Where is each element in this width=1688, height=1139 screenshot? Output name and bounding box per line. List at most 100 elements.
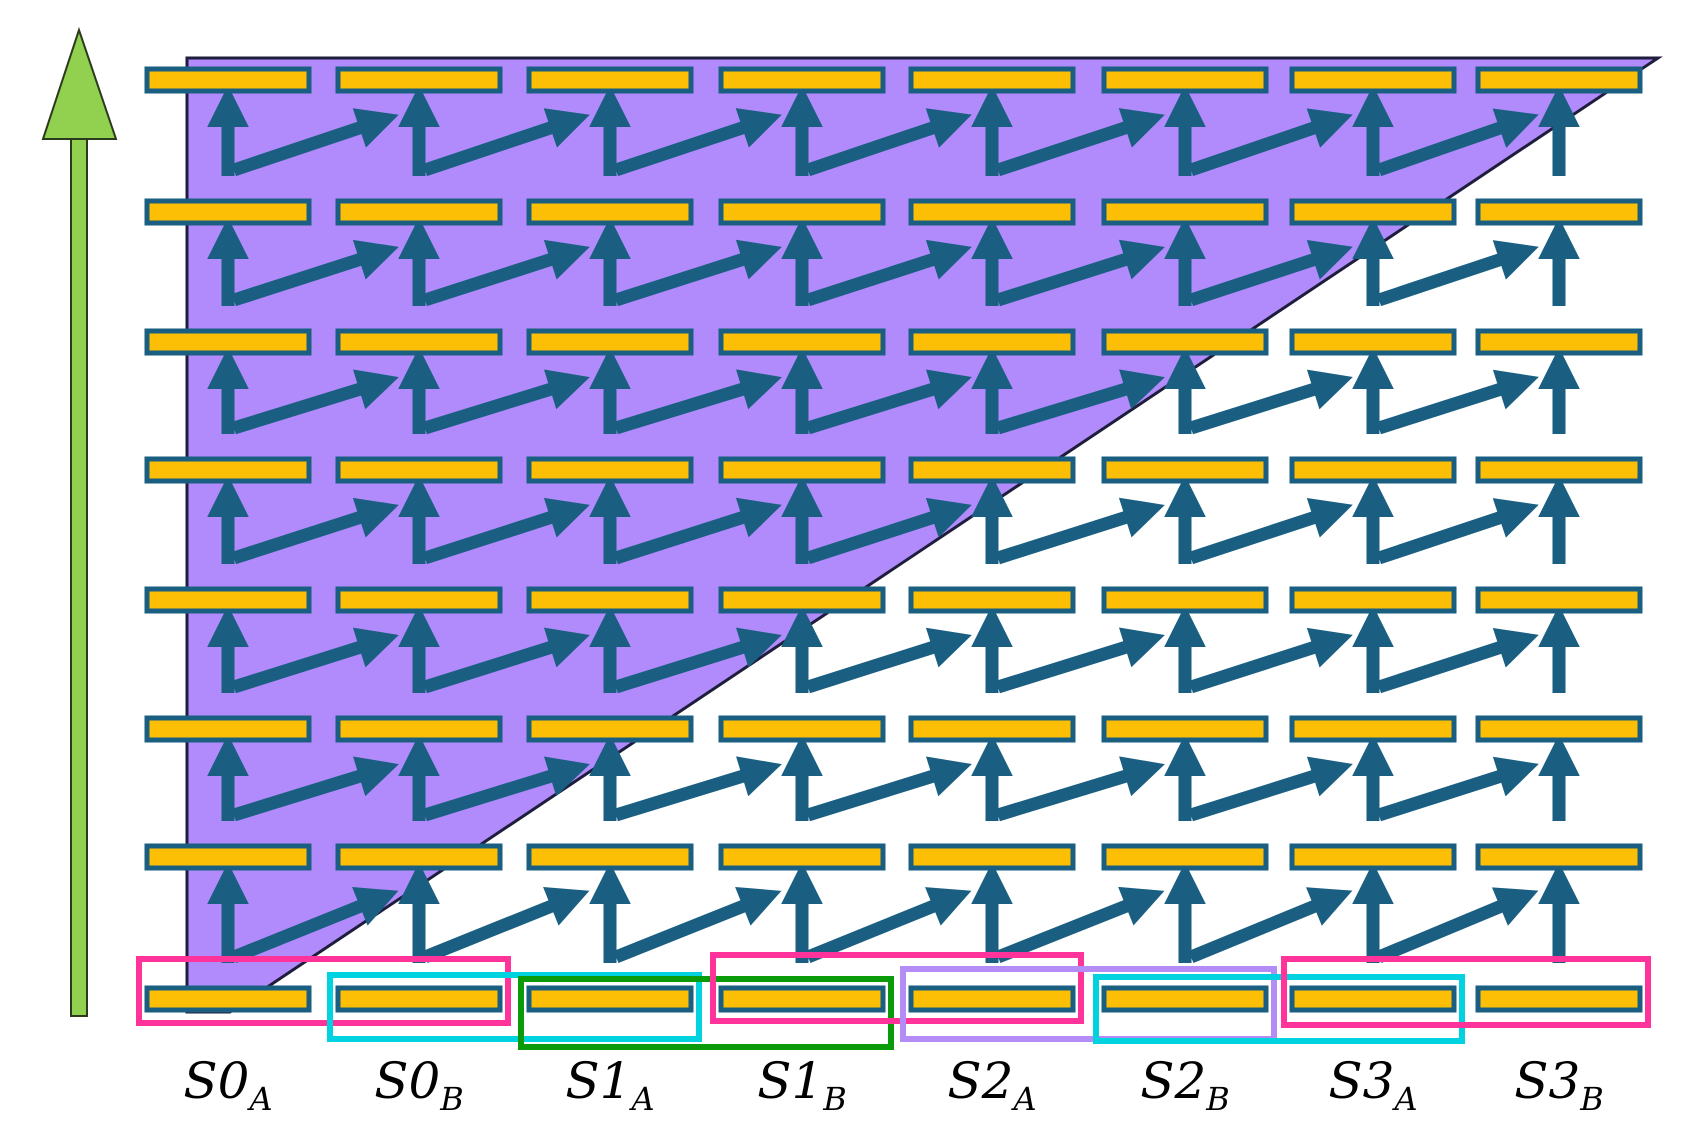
up-arrow-icon [41, 26, 118, 1017]
diagonal-dependency-arrow [806, 369, 972, 435]
column-label: S3A [1328, 1052, 1417, 1118]
column-label: S1A [565, 1052, 654, 1118]
layer-block [718, 198, 886, 226]
column-label-subscript: B [1579, 1080, 1604, 1118]
diagonal-dependency-arrow [614, 497, 782, 565]
column-label-subscript: A [1391, 1080, 1417, 1118]
layer-block [526, 328, 694, 356]
diagonal-dependency-arrow [614, 756, 782, 822]
diagonal-dependency-arrow [232, 627, 399, 694]
diagonal-dependency-arrow [232, 369, 399, 435]
column-label: S2B [1140, 1052, 1230, 1118]
column-label-main: S3 [1514, 1052, 1580, 1110]
diagonal-dependency-arrow [614, 369, 782, 435]
column-label-subscript: B [439, 1080, 464, 1118]
diagonal-dependency-arrow [422, 108, 590, 177]
layer-block [1475, 586, 1643, 614]
diagonal-dependency-arrow [614, 627, 782, 694]
diagonal-dependency-arrow [423, 627, 590, 694]
layer-block [526, 198, 694, 226]
column-label: S1B [757, 1052, 847, 1118]
column-label-subscript: B [822, 1080, 847, 1118]
diagonal-dependency-arrow [423, 369, 590, 435]
layer-block [526, 586, 694, 614]
layer-block [718, 456, 886, 484]
column-label-main: S1 [757, 1052, 823, 1110]
diagonal-dependency-arrow [422, 887, 590, 964]
diagonal-dependency-arrow [423, 497, 590, 565]
layer-block [908, 456, 1076, 484]
layer-block [908, 328, 1076, 356]
layer-block [1101, 456, 1269, 484]
diagonal-dependency-arrow [1189, 369, 1353, 435]
layer-block [144, 198, 312, 226]
layer-block [1289, 586, 1457, 614]
layer-block [526, 66, 694, 94]
diagonal-dependency-arrow [806, 756, 972, 822]
group-box [710, 952, 1084, 1024]
layer-block [1101, 66, 1269, 94]
diagonal-dependency-arrow [995, 108, 1165, 177]
layer-block [335, 586, 503, 614]
layer-block [144, 456, 312, 484]
layer-block [1289, 715, 1457, 743]
diagonal-dependency-arrow [423, 239, 590, 307]
diagonal-dependency-arrow [805, 108, 972, 177]
layer-block [335, 198, 503, 226]
layer-block [335, 985, 503, 1013]
layer-block [1289, 198, 1457, 226]
column-label-main: S2 [947, 1052, 1013, 1110]
layer-block [908, 985, 1076, 1013]
diagonal-dependency-arrow [1377, 756, 1539, 822]
diagonal-dependency-arrow [1376, 627, 1539, 694]
layer-block [718, 66, 886, 94]
dependency-arrows [207, 85, 1580, 964]
layer-block [144, 586, 312, 614]
diagonal-dependency-arrow [1376, 240, 1539, 307]
layer-block [1101, 715, 1269, 743]
column-label-main: S2 [1140, 1052, 1206, 1110]
diagonal-dependency-arrow [614, 239, 782, 307]
diagonal-dependency-arrow [613, 108, 782, 177]
layer-block [526, 456, 694, 484]
layer-block [718, 328, 886, 356]
diagonal-dependency-arrow [1188, 498, 1353, 565]
layer-block [1289, 66, 1457, 94]
diagonal-dependency-arrow [232, 756, 399, 822]
diagonal-dependency-arrow [805, 497, 972, 565]
diagonal-dependency-arrow [613, 886, 782, 964]
diagonal-dependency-arrow [996, 369, 1165, 435]
column-label-subscript: A [1010, 1080, 1036, 1118]
group-box [136, 956, 511, 1026]
layer-block [718, 985, 886, 1013]
column-label-subscript: B [1205, 1080, 1230, 1118]
layer-block [1101, 328, 1269, 356]
layer-block [1475, 66, 1643, 94]
layer-block [144, 328, 312, 356]
group-box [327, 972, 702, 1042]
diagonal-dependency-arrow [996, 497, 1165, 565]
column-label: S2A [947, 1052, 1036, 1118]
column-label-main: S0 [183, 1052, 249, 1110]
diagonal-dependency-arrow [232, 239, 399, 307]
diagonal-dependency-arrow [231, 887, 399, 964]
diagonal-dependency-arrow [806, 627, 972, 694]
diagonal-dependency-arrow [996, 756, 1165, 822]
diagonal-dependency-arrow [1189, 627, 1353, 694]
diagonal-dependency-arrow [1189, 756, 1353, 822]
layer-block [908, 586, 1076, 614]
diagonal-dependency-arrow [996, 627, 1165, 694]
layer-block [1101, 586, 1269, 614]
diagonal-dependency-arrow [231, 108, 399, 177]
layer-blocks [144, 66, 1643, 1013]
diagonal-dependency-arrow [805, 887, 972, 964]
layer-block [526, 985, 694, 1013]
layer-block [1475, 198, 1643, 226]
diagonal-dependency-arrow [423, 756, 590, 822]
layer-block [1289, 843, 1457, 871]
layer-block [908, 66, 1076, 94]
layer-block [718, 586, 886, 614]
layer-block [1289, 456, 1457, 484]
diagonal-dependency-arrow [1376, 887, 1539, 963]
